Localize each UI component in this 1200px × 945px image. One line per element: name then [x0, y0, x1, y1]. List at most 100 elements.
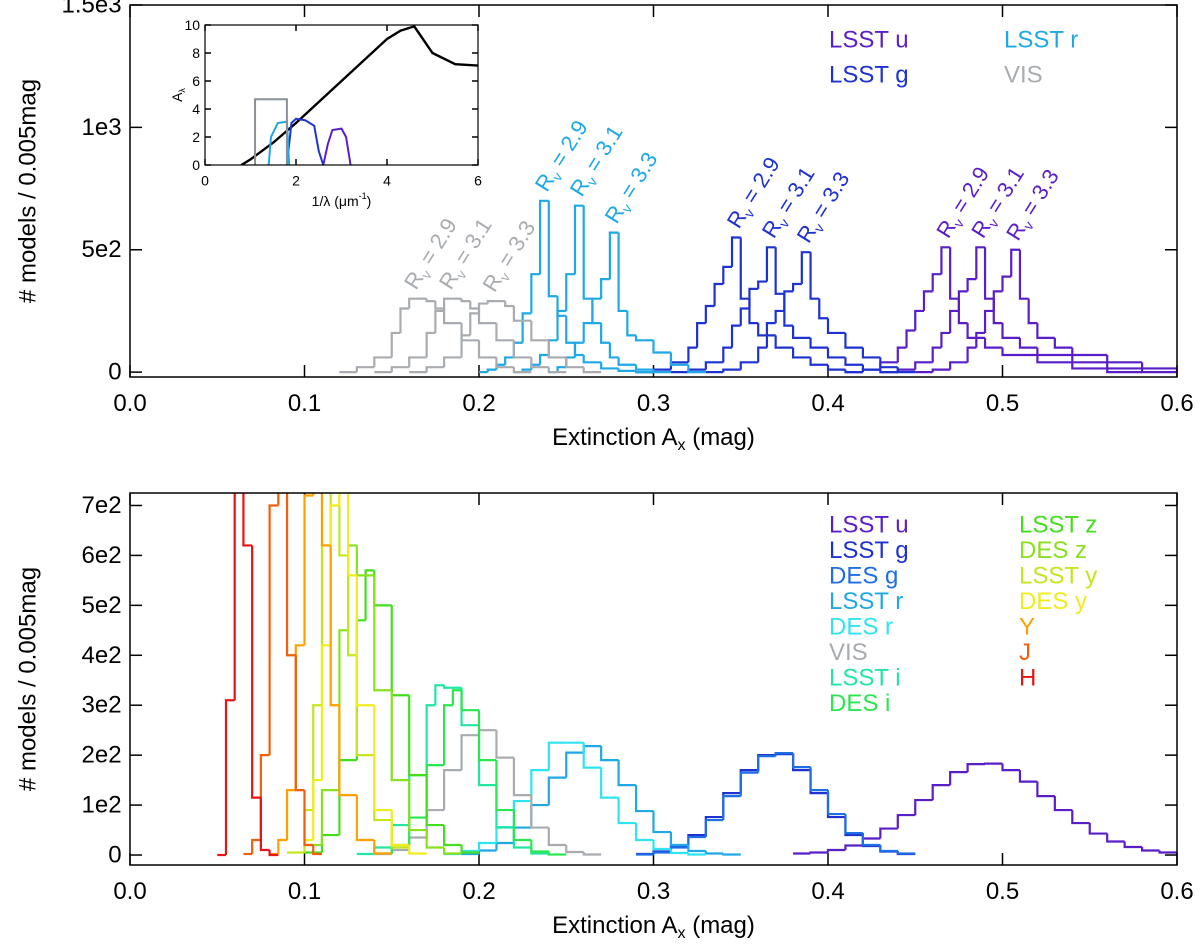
- legend-entry: DES z: [1019, 537, 1087, 564]
- histogram-step: [931, 784, 951, 801]
- histogram-step: [477, 302, 488, 314]
- histogram-step: [285, 789, 296, 841]
- histogram-step: [530, 769, 549, 802]
- histogram-step: [390, 366, 410, 373]
- histogram-step: [1018, 770, 1038, 783]
- legend-entry: H: [1019, 665, 1036, 692]
- legend-entry: DES i: [829, 690, 890, 717]
- histogram-step: [757, 755, 776, 773]
- histogram-step: [408, 695, 427, 777]
- histogram-step: [826, 848, 846, 853]
- histogram-step: [730, 236, 741, 267]
- histogram-step: [408, 780, 427, 832]
- histogram-step: [975, 331, 986, 348]
- histogram-step: [722, 368, 741, 373]
- histogram-step: [896, 851, 916, 855]
- inset-y-label-part: A: [169, 92, 185, 102]
- histogram-step: [1036, 347, 1073, 357]
- inset-curve: [322, 127, 352, 165]
- histogram-step: [774, 247, 785, 295]
- y-tick-label: 0: [108, 842, 121, 869]
- histogram-step: [1106, 833, 1125, 843]
- axes-frame: [129, 492, 1178, 866]
- histogram-step: [390, 331, 401, 358]
- histogram-step: [1001, 323, 1020, 339]
- histogram-step: [512, 367, 532, 374]
- histogram-step: [443, 685, 462, 689]
- histogram-step: [556, 309, 567, 341]
- histogram-step: [774, 335, 794, 349]
- histogram-step: [1018, 337, 1038, 349]
- histogram-step: [634, 335, 645, 342]
- histogram-step: [809, 252, 820, 300]
- histogram-step: [443, 825, 462, 847]
- histogram-step: [949, 247, 959, 300]
- histogram-step: [521, 312, 532, 343]
- histogram-step: [373, 575, 392, 692]
- histogram-step: [242, 493, 253, 547]
- inset-x-label: 1/λ (μm-1): [312, 191, 372, 209]
- histogram-step: [722, 853, 741, 856]
- histogram-step: [896, 346, 907, 363]
- histogram-step: [608, 231, 619, 280]
- histogram-step: [914, 798, 933, 816]
- histogram-step: [600, 278, 610, 299]
- y-axis-label: # models / 0.005mag: [15, 567, 42, 791]
- y-tick-label: 1e3: [82, 114, 122, 141]
- histogram-step: [757, 323, 776, 337]
- y-tick-label: 2: [192, 129, 200, 145]
- histogram-step: [573, 204, 584, 275]
- histogram-step: [582, 322, 593, 343]
- histogram-step: [547, 827, 567, 847]
- x-tick-label: 0.4: [811, 878, 844, 905]
- histogram-step: [347, 555, 357, 657]
- histogram-step: [966, 763, 986, 773]
- x-tick-label: 0.5: [986, 390, 1019, 417]
- histogram-step: [1106, 368, 1143, 374]
- y-tick-label: 0: [108, 359, 121, 386]
- x-tick-label: 0.2: [462, 878, 495, 905]
- histogram-step: [320, 493, 331, 547]
- x-axis-label-part: Extinction A: [552, 424, 677, 451]
- histogram-step: [713, 282, 724, 307]
- y-tick-label: 0: [192, 157, 200, 173]
- histogram-step: [547, 200, 558, 298]
- histogram-step: [355, 795, 375, 842]
- histogram-step: [460, 334, 471, 358]
- histogram-step: [373, 356, 392, 368]
- histogram-step: [844, 814, 863, 835]
- histogram-step: [303, 494, 314, 646]
- histogram-step: [949, 771, 968, 786]
- histogram-step: [495, 323, 514, 342]
- histogram-step: [809, 767, 828, 792]
- histogram-step: [800, 251, 811, 284]
- histogram-step: [1071, 362, 1108, 370]
- histogram-step: [687, 853, 706, 856]
- plot-area: [217, 493, 1177, 857]
- histogram-step: [617, 357, 637, 366]
- histogram-step: [268, 504, 279, 756]
- histogram-step: [861, 347, 881, 359]
- x-tick-label: 0.3: [637, 878, 670, 905]
- histogram-step: [1088, 823, 1108, 835]
- histogram-step: [1053, 796, 1073, 812]
- histogram-step: [320, 789, 340, 846]
- histogram-step: [792, 282, 802, 292]
- histogram-step: [861, 364, 881, 371]
- inset-curve: [240, 25, 478, 165]
- histogram-step: [739, 237, 750, 300]
- legend-entry: LSST u: [829, 27, 909, 54]
- histogram-step: [669, 832, 689, 847]
- histogram-step: [844, 357, 863, 366]
- histogram-step: [914, 361, 933, 370]
- histogram-step: [792, 347, 811, 359]
- histogram-step: [425, 331, 436, 358]
- y-tick-label: 4e2: [82, 642, 122, 669]
- histogram-step: [844, 332, 863, 349]
- histogram-step: [1001, 275, 1012, 292]
- histogram-step: [1071, 810, 1090, 825]
- histogram-step: [251, 838, 261, 855]
- x-tick-label: 0.1: [288, 878, 321, 905]
- x-tick-label: 0.3: [637, 390, 670, 417]
